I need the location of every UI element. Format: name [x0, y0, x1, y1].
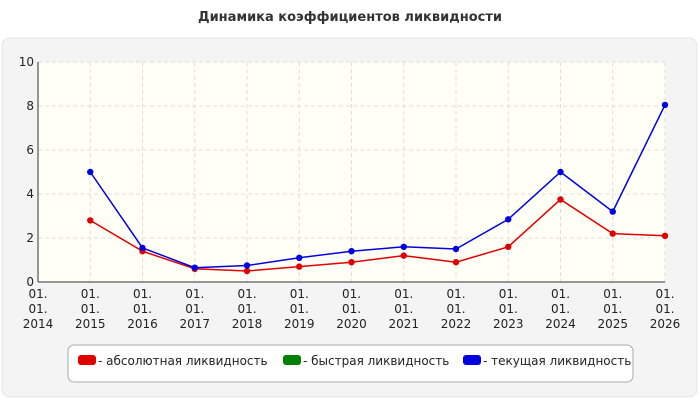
x-tick-label-line: 2026: [650, 317, 681, 331]
x-tick-label-line: 2019: [284, 317, 315, 331]
x-tick-label: 01. 01. 2014: [23, 287, 54, 331]
x-tick-label-line: 01.: [394, 302, 413, 316]
x-tick-label-line: 01.: [237, 287, 256, 301]
data-point: [400, 252, 407, 259]
x-tick-label-line: 2014: [23, 317, 54, 331]
x-tick-label-line: 01.: [446, 287, 465, 301]
data-point: [296, 263, 303, 270]
x-tick-label-line: 01.: [237, 302, 256, 316]
x-tick-label: 01. 01. 2015: [75, 287, 106, 331]
data-point: [243, 267, 251, 275]
x-tick-label-line: 01.: [185, 302, 204, 316]
x-tick-label-line: 2020: [336, 317, 367, 331]
legend-swatch: [283, 355, 301, 365]
x-tick-label-line: 01.: [81, 302, 100, 316]
y-tick-label: 2: [26, 231, 34, 245]
x-tick-label-line: 01.: [133, 302, 152, 316]
x-tick-label: 01. 01. 2019: [284, 287, 315, 331]
x-tick-label-line: 01.: [551, 287, 570, 301]
legend-label: - абсолютная ликвидность: [98, 354, 268, 368]
legend-swatch: [463, 355, 481, 365]
legend-swatch: [78, 355, 96, 365]
x-tick-label-line: 01.: [290, 287, 309, 301]
x-tick-label-line: 2023: [493, 317, 524, 331]
legend-label: - быстрая ликвидность: [303, 354, 449, 368]
data-point: [348, 248, 355, 255]
data-point: [609, 230, 616, 237]
x-tick-label-line: 01.: [28, 302, 47, 316]
x-tick-label-line: 01.: [603, 287, 622, 301]
y-tick-label: 8: [26, 99, 34, 113]
data-point: [243, 262, 251, 269]
series-line: [89, 198, 666, 272]
series-line: [89, 104, 666, 269]
y-tick-label: 10: [19, 55, 34, 69]
data-point: [191, 264, 198, 271]
x-tick-label: 01. 01. 2021: [388, 287, 419, 331]
x-tick-label-line: 01.: [28, 287, 47, 301]
x-tick-label: 01. 01. 2026: [650, 287, 681, 331]
x-tick-label-line: 01.: [342, 302, 361, 316]
x-tick-label: 01. 01. 2022: [441, 287, 472, 331]
x-tick-label-line: 2021: [388, 317, 419, 331]
x-tick-label-line: 2025: [597, 317, 628, 331]
x-tick-label-line: 01.: [655, 287, 674, 301]
x-tick-label: 01. 01. 2024: [545, 287, 576, 331]
x-tick-label: 01. 01. 2025: [597, 287, 628, 331]
data-point: [139, 244, 146, 252]
x-tick-label-line: 2016: [127, 317, 158, 331]
x-tick-label-line: 01.: [133, 287, 152, 301]
x-tick-label: 01. 01. 2020: [336, 287, 367, 331]
legend-label: - текущая ликвидность: [483, 354, 631, 368]
data-point: [661, 232, 669, 239]
x-tick-label: 01. 01. 2018: [232, 287, 263, 331]
x-tick-label: 01. 01. 2017: [179, 287, 210, 331]
x-tick-label-line: 01.: [499, 302, 518, 316]
data-point: [400, 243, 407, 250]
y-tick-label: 6: [26, 143, 34, 157]
data-point: [87, 217, 94, 224]
data-point: [452, 259, 460, 266]
x-tick-label-line: 01.: [603, 302, 622, 316]
x-tick-label-line: 01.: [290, 302, 309, 316]
y-tick-label: 4: [26, 187, 34, 201]
data-point: [87, 168, 94, 176]
x-tick-label-line: 01.: [446, 302, 465, 316]
x-tick-label-line: 01.: [185, 287, 204, 301]
data-point: [661, 101, 669, 109]
x-tick-label-line: 01.: [655, 302, 674, 316]
legend: [67, 344, 634, 383]
data-point: [557, 168, 564, 176]
x-tick-label-line: 2024: [545, 317, 576, 331]
x-tick-label-line: 2017: [179, 317, 210, 331]
data-point: [505, 216, 512, 223]
x-tick-label-line: 2015: [75, 317, 106, 331]
data-point: [296, 254, 303, 261]
x-tick-label-line: 01.: [81, 287, 100, 301]
x-tick-label-line: 2022: [441, 317, 472, 331]
data-point: [348, 259, 355, 266]
x-tick-label-line: 01.: [394, 287, 413, 301]
chart-title: Динамика коэффициентов ликвидности: [198, 10, 502, 25]
y-tick-label: 0: [26, 275, 34, 289]
data-point: [452, 245, 460, 253]
x-tick-label: 01. 01. 2016: [127, 287, 158, 331]
data-point: [505, 243, 512, 250]
data-point: [557, 196, 564, 203]
x-tick-label-line: 01.: [342, 287, 361, 301]
data-point: [609, 208, 616, 215]
x-tick-label: 01. 01. 2023: [493, 287, 524, 331]
x-tick-label-line: 01.: [551, 302, 570, 316]
x-tick-label-line: 01.: [499, 287, 518, 301]
x-tick-label-line: 2018: [232, 317, 263, 331]
